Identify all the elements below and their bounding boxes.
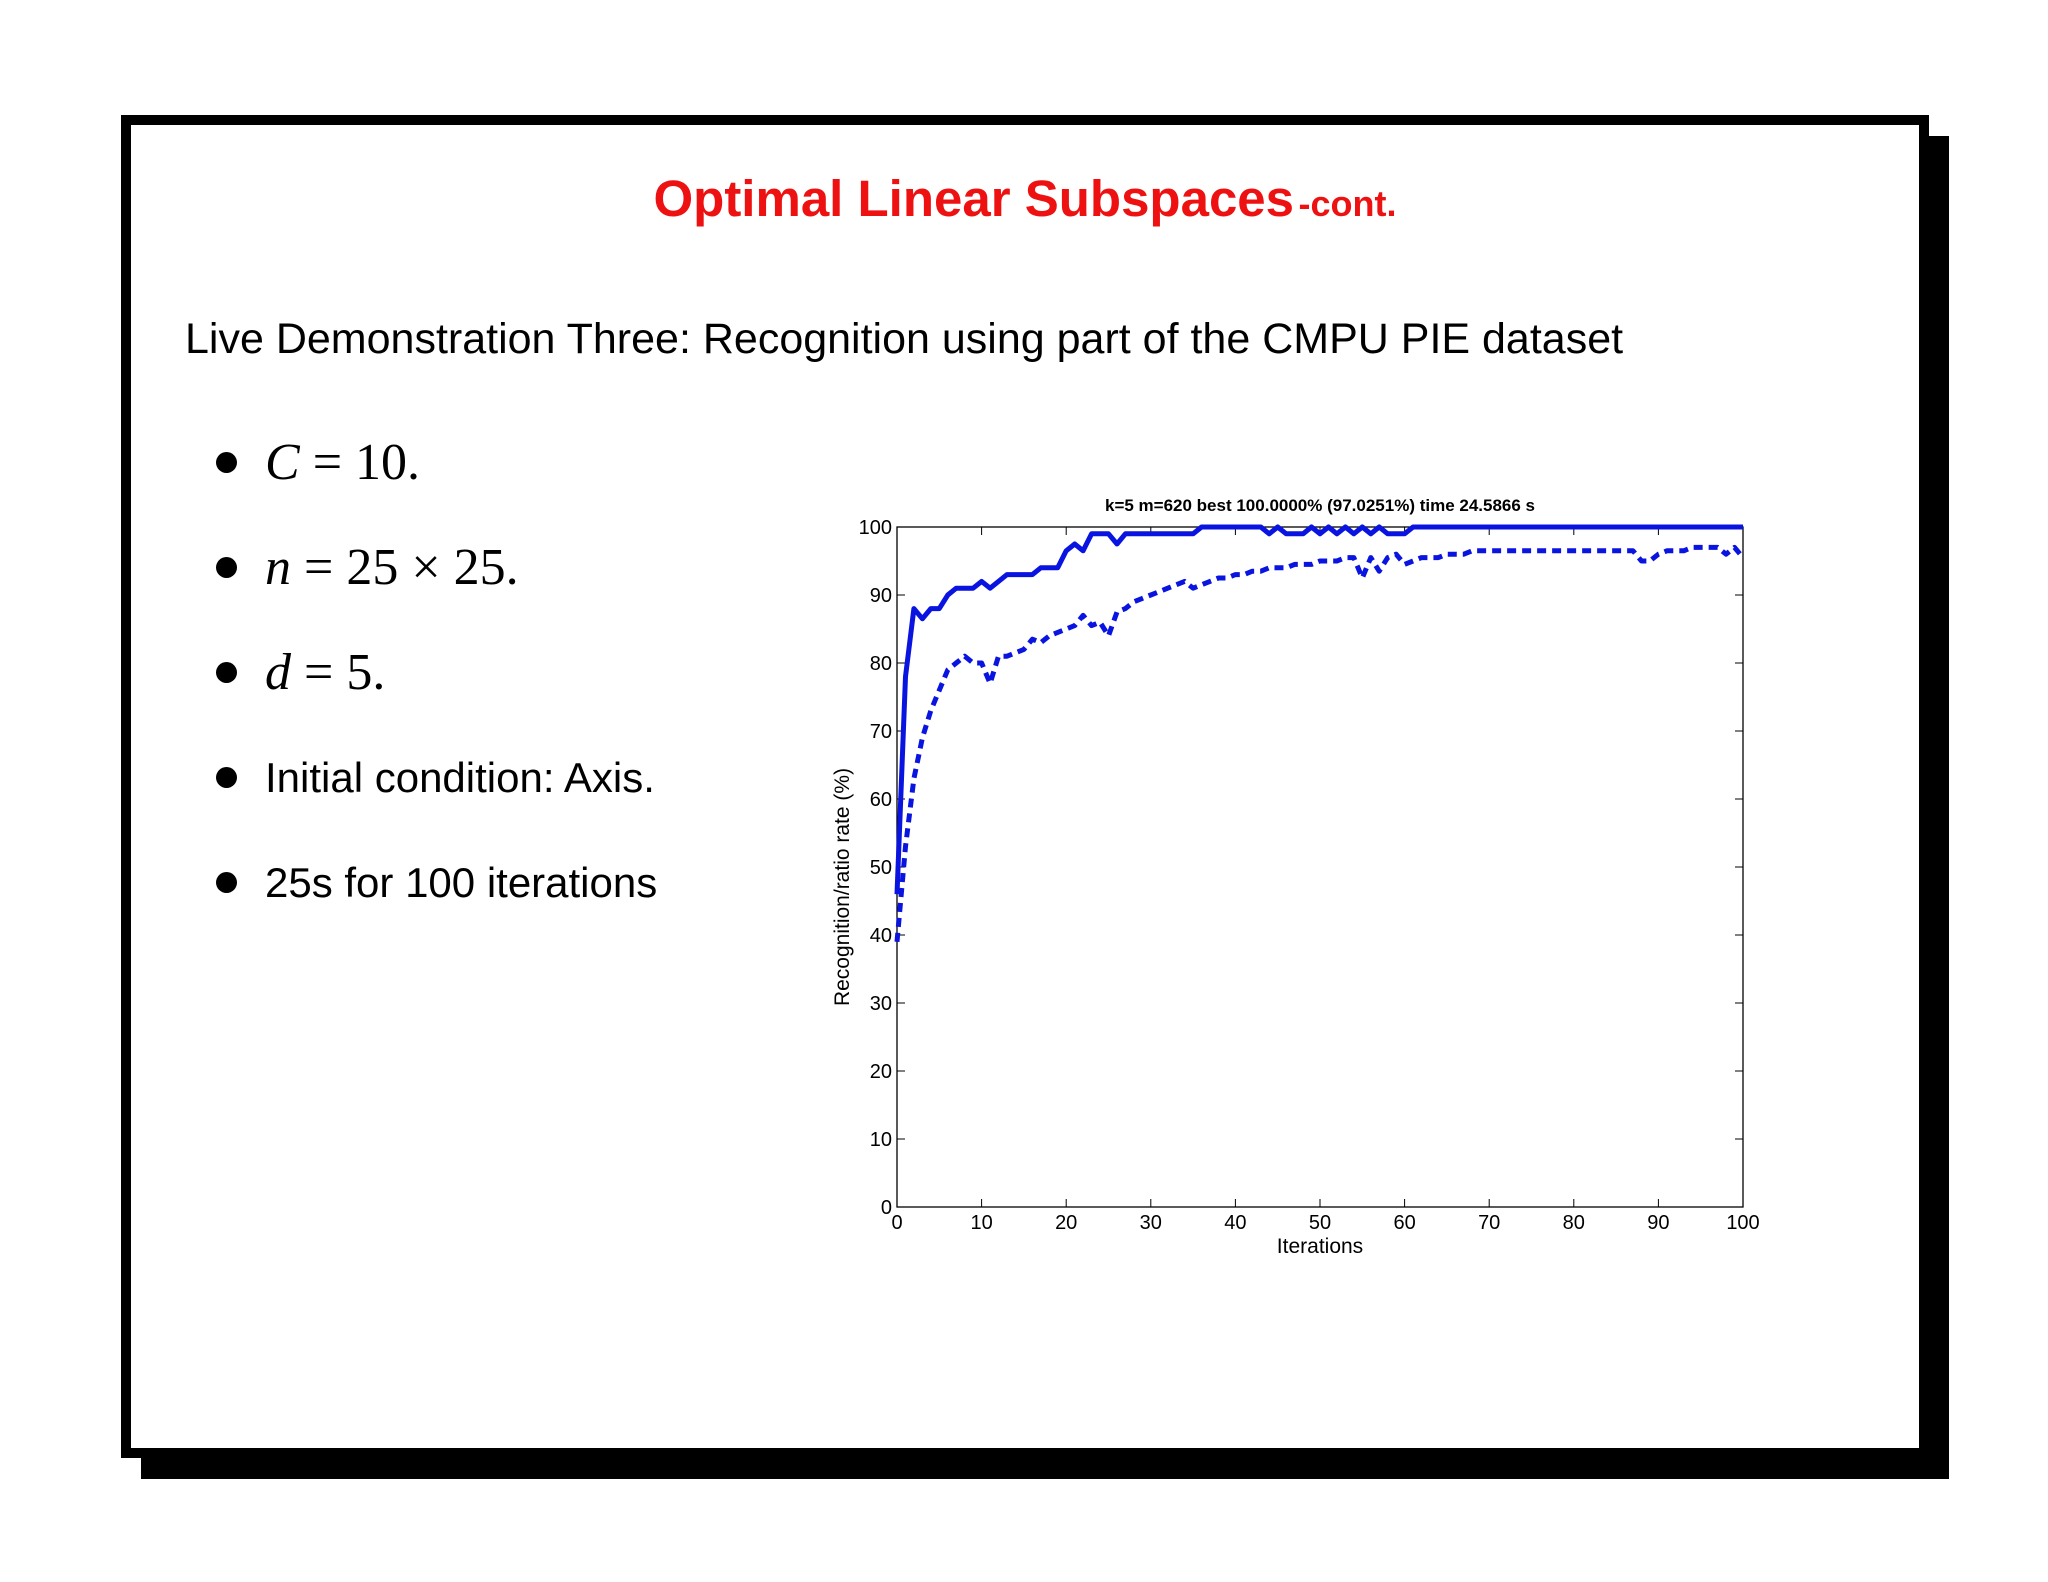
bullet-dot (216, 452, 237, 473)
bullet-math-n: n = 25 × 25. (265, 538, 519, 597)
x-tick-label: 60 (1393, 1212, 1415, 1234)
y-tick-label: 100 (859, 517, 892, 539)
y-tick-label: 30 (870, 993, 892, 1015)
bullet-item-initial-condition: Initial condition: Axis. (216, 725, 657, 830)
chart-title: k=5 m=620 best 100.0000% (97.0251%) time… (1105, 496, 1535, 515)
x-tick-label: 100 (1726, 1212, 1759, 1234)
slide-subtitle: Live Demonstration Three: Recognition us… (185, 315, 1624, 363)
bullet-list: C = 10. n = 25 × 25. d = 5. Initial cond… (216, 410, 657, 935)
bullet-item-iterations: 25s for 100 iterations (216, 830, 657, 935)
x-tick-label: 90 (1647, 1212, 1669, 1234)
bullet-dot (216, 662, 237, 683)
y-tick-label: 40 (870, 925, 892, 947)
y-tick-label: 20 (870, 1061, 892, 1083)
x-tick-label: 0 (891, 1212, 902, 1234)
bullet-item-c: C = 10. (216, 410, 657, 515)
bullet-dot (216, 557, 237, 578)
y-tick-label: 10 (870, 1129, 892, 1151)
x-tick-label: 80 (1563, 1212, 1585, 1234)
y-tick-label: 90 (870, 585, 892, 607)
y-tick-label: 70 (870, 721, 892, 743)
bullet-item-d: d = 5. (216, 620, 657, 725)
bullet-math-d: d = 5. (265, 643, 385, 702)
bullet-dot (216, 872, 237, 893)
plot-area (896, 526, 1744, 1208)
y-tick-label: 60 (870, 789, 892, 811)
bullet-text: 25s for 100 iterations (265, 858, 658, 906)
math-variable: d (265, 644, 291, 701)
recognition-rate-chart: k=5 m=620 best 100.0000% (97.0251%) time… (831, 496, 1760, 1258)
bullet-item-n: n = 25 × 25. (216, 515, 657, 620)
slide-title-main: Optimal Linear Subspaces (653, 170, 1295, 227)
bullet-math-c: C = 10. (265, 433, 420, 492)
math-expression: = 25 × 25. (291, 539, 519, 596)
y-axis-label: Recognition/ratio rate (%) (831, 768, 854, 1006)
x-tick-label: 20 (1055, 1212, 1077, 1234)
math-variable: n (265, 539, 291, 596)
x-axis-label: Iterations (1277, 1235, 1363, 1258)
slide-frame: Optimal Linear Subspaces -cont. Live Dem… (121, 115, 1929, 1458)
bullet-text: Initial condition: Axis. (265, 753, 655, 801)
math-expression: = 10. (299, 434, 421, 491)
series-line-dashed (894, 544, 1745, 943)
y-tick-label: 0 (881, 1197, 892, 1219)
slide-title-suffix: -cont. (1298, 183, 1397, 224)
y-tick-label: 50 (870, 857, 892, 879)
x-tick-label: 70 (1478, 1212, 1500, 1234)
math-variable: C (265, 434, 300, 491)
slide-title: Optimal Linear Subspaces -cont. (131, 169, 1919, 228)
math-expression: = 5. (291, 644, 386, 701)
series-line-solid (894, 524, 1743, 895)
y-tick-label: 80 (870, 653, 892, 675)
x-tick-label: 50 (1309, 1212, 1331, 1234)
bullet-dot (216, 767, 237, 788)
x-tick-label: 30 (1140, 1212, 1162, 1234)
x-tick-label: 40 (1224, 1212, 1246, 1234)
x-tick-label: 10 (970, 1212, 992, 1234)
